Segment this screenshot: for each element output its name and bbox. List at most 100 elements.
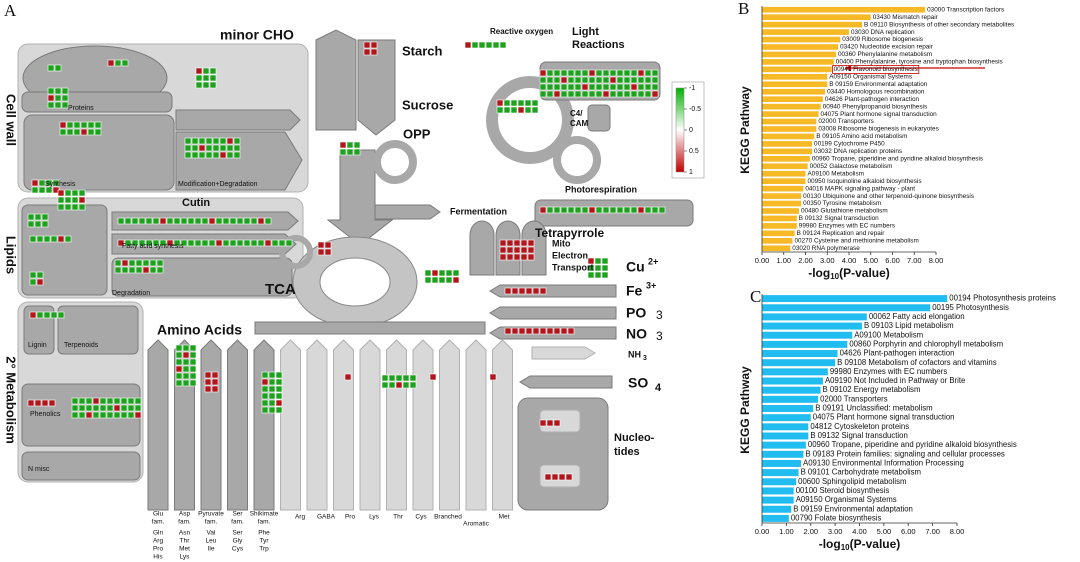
heat-cell xyxy=(166,239,174,247)
heat-cell xyxy=(581,206,589,214)
heat-cell xyxy=(36,271,44,279)
heat-cell xyxy=(520,253,528,261)
proteins-box xyxy=(21,91,173,113)
heat-cell xyxy=(651,206,659,214)
heat-cell xyxy=(219,137,227,145)
heat-cell xyxy=(527,253,535,261)
bar-label: 00400 Phenylalanine, tyrosine and trypto… xyxy=(836,59,1003,66)
heat-cell xyxy=(209,67,217,75)
x-axis-title: -log10(P-value) xyxy=(819,537,901,552)
map-label: Degradation xyxy=(112,290,150,297)
heat-cell xyxy=(175,372,183,380)
bar-label: 00194 Photosynthesis proteins xyxy=(949,294,1056,303)
heat-cell xyxy=(268,406,276,414)
map-label: C4/ xyxy=(570,109,583,118)
x-title-sub: 10 xyxy=(830,272,839,281)
bar xyxy=(762,155,810,162)
heat-cell xyxy=(131,239,139,247)
heat-cell xyxy=(525,287,533,295)
heat-cell xyxy=(78,397,86,405)
heat-cell xyxy=(142,259,150,267)
heat-cell xyxy=(36,235,44,243)
map-label: Transport xyxy=(552,262,594,272)
heat-cell xyxy=(211,385,219,393)
heat-cell xyxy=(544,473,552,481)
heat-cell xyxy=(651,76,659,84)
heat-cell xyxy=(156,266,164,274)
bar xyxy=(762,59,834,65)
heat-cell xyxy=(553,419,561,427)
panel-letter: C xyxy=(750,287,761,306)
amino-column-label: Thr xyxy=(393,514,404,521)
amino-group-label: Cys xyxy=(232,546,244,553)
x-tick-label: 4.00 xyxy=(842,256,857,265)
heat-cell xyxy=(43,235,51,243)
heat-cell xyxy=(243,239,251,247)
heat-cell xyxy=(219,144,227,152)
heat-cell xyxy=(78,411,86,419)
heat-cell xyxy=(120,397,128,405)
heat-cell xyxy=(560,90,568,98)
bar xyxy=(762,66,832,73)
heat-cell xyxy=(212,144,220,152)
bar xyxy=(762,193,802,199)
tca-core xyxy=(319,257,391,307)
heat-cell xyxy=(121,259,129,267)
amino-column xyxy=(492,339,513,511)
amino-group-label: Leu xyxy=(206,538,217,545)
heat-cell xyxy=(560,83,568,91)
x-title-rest: (P-value) xyxy=(839,266,890,280)
heat-cell xyxy=(531,99,539,107)
bar-label: 99980 Enzymes with EC numbers xyxy=(830,367,948,376)
bar xyxy=(762,73,828,80)
heat-cell xyxy=(175,351,183,359)
amino-group-label: Lys xyxy=(180,554,191,561)
heat-cell xyxy=(54,94,62,102)
color-bar xyxy=(675,87,685,173)
bar xyxy=(762,340,848,348)
x-title-sub: 10 xyxy=(841,543,850,552)
heat-cell xyxy=(539,83,547,91)
bar xyxy=(762,432,809,440)
heat-cell xyxy=(496,106,504,114)
heat-cell xyxy=(601,257,609,265)
heat-cell xyxy=(510,106,518,114)
amino-group-label: fam. xyxy=(231,519,244,526)
heat-cell xyxy=(94,128,102,136)
bar-label: B 09124 Replication and repair xyxy=(797,230,886,237)
bar xyxy=(762,51,836,58)
heat-cell xyxy=(92,397,100,405)
heat-cell xyxy=(71,397,79,405)
heat-cell xyxy=(510,99,518,107)
heat-cell xyxy=(567,90,575,98)
heat-cell xyxy=(471,41,479,49)
heat-cell xyxy=(47,87,55,95)
heat-cell xyxy=(205,137,213,145)
bar-label: A09100 Metabolism xyxy=(854,330,923,339)
heat-cell xyxy=(204,378,212,386)
amino-column xyxy=(439,339,460,511)
bar-label: B 09103 Lipid metabolism xyxy=(864,321,954,330)
heat-cell xyxy=(644,69,652,77)
heat-cell xyxy=(499,246,507,254)
heat-cell xyxy=(152,217,160,225)
bar-label: 03030 DNA replication xyxy=(851,29,915,36)
heat-cell xyxy=(616,69,624,77)
heat-cell xyxy=(180,239,188,247)
heat-cell xyxy=(524,99,532,107)
heat-cell xyxy=(127,397,135,405)
heat-cell xyxy=(106,404,114,412)
po-arrow xyxy=(489,306,617,320)
heat-cell xyxy=(499,41,507,49)
bar-label: B 09101 Carbohydrate metabolism xyxy=(801,468,922,477)
heat-cell xyxy=(553,327,561,335)
amino-group-label: Shikimate xyxy=(250,511,279,518)
heat-cell xyxy=(182,358,190,366)
heat-cell xyxy=(546,90,554,98)
heat-cell xyxy=(131,217,139,225)
map-label: Amino Acids xyxy=(157,322,242,338)
heat-cell xyxy=(202,74,210,82)
bar-label: 00940 Phenylpropanoid biosynthesis xyxy=(823,103,927,110)
bar xyxy=(762,295,948,303)
heat-cell xyxy=(438,269,446,277)
